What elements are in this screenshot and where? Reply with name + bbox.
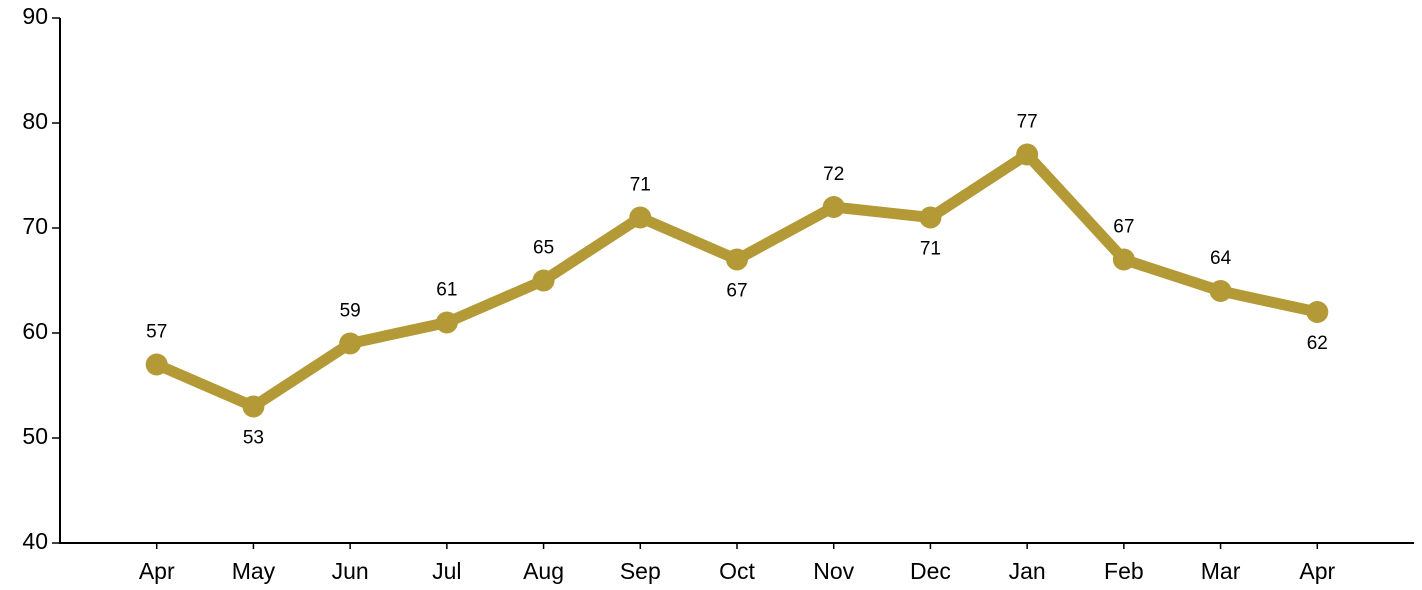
data-label: 67 (1113, 217, 1134, 238)
x-tick-label: Mar (1201, 558, 1241, 584)
x-tick-label: Aug (523, 558, 564, 584)
x-tick-label: Dec (910, 558, 951, 584)
data-label: 67 (726, 281, 747, 302)
data-point (339, 332, 362, 355)
data-label: 62 (1307, 333, 1328, 354)
y-tick-label: 90 (22, 3, 48, 29)
data-point (1016, 143, 1039, 166)
data-label: 64 (1210, 248, 1232, 269)
data-label: 71 (920, 239, 941, 260)
data-label: 65 (533, 238, 554, 259)
data-label: 53 (243, 428, 264, 449)
data-point (919, 206, 942, 229)
x-tick-label: Oct (719, 558, 755, 584)
data-point (1306, 301, 1329, 323)
data-point (145, 353, 168, 376)
y-tick-label: 40 (22, 528, 48, 554)
x-tick-label: Jan (1009, 558, 1046, 584)
data-point (1209, 280, 1232, 302)
x-tick-label: Jul (432, 558, 461, 584)
x-tick-label: May (232, 558, 276, 584)
data-label: 59 (340, 301, 361, 322)
x-tick-label: Sep (620, 558, 661, 584)
y-tick-label: 50 (22, 423, 48, 449)
x-tick-label: Jun (332, 558, 369, 584)
data-label: 57 (146, 322, 167, 343)
y-tick-label: 70 (22, 213, 48, 239)
x-tick-label: Feb (1104, 558, 1144, 584)
data-label: 77 (1017, 112, 1038, 133)
y-tick-label: 80 (22, 108, 48, 134)
data-label: 71 (630, 175, 651, 196)
data-point (435, 311, 458, 334)
data-point (726, 248, 748, 271)
x-tick-label: Apr (139, 558, 175, 584)
data-point (822, 196, 845, 218)
data-label: 72 (823, 164, 844, 185)
y-tick-label: 60 (22, 318, 48, 344)
data-point (242, 395, 265, 418)
data-point (1112, 248, 1135, 271)
data-point (532, 269, 555, 292)
data-point (629, 206, 652, 229)
data-label: 61 (436, 280, 457, 301)
x-tick-label: Apr (1299, 558, 1335, 584)
x-tick-label: Nov (813, 558, 854, 584)
